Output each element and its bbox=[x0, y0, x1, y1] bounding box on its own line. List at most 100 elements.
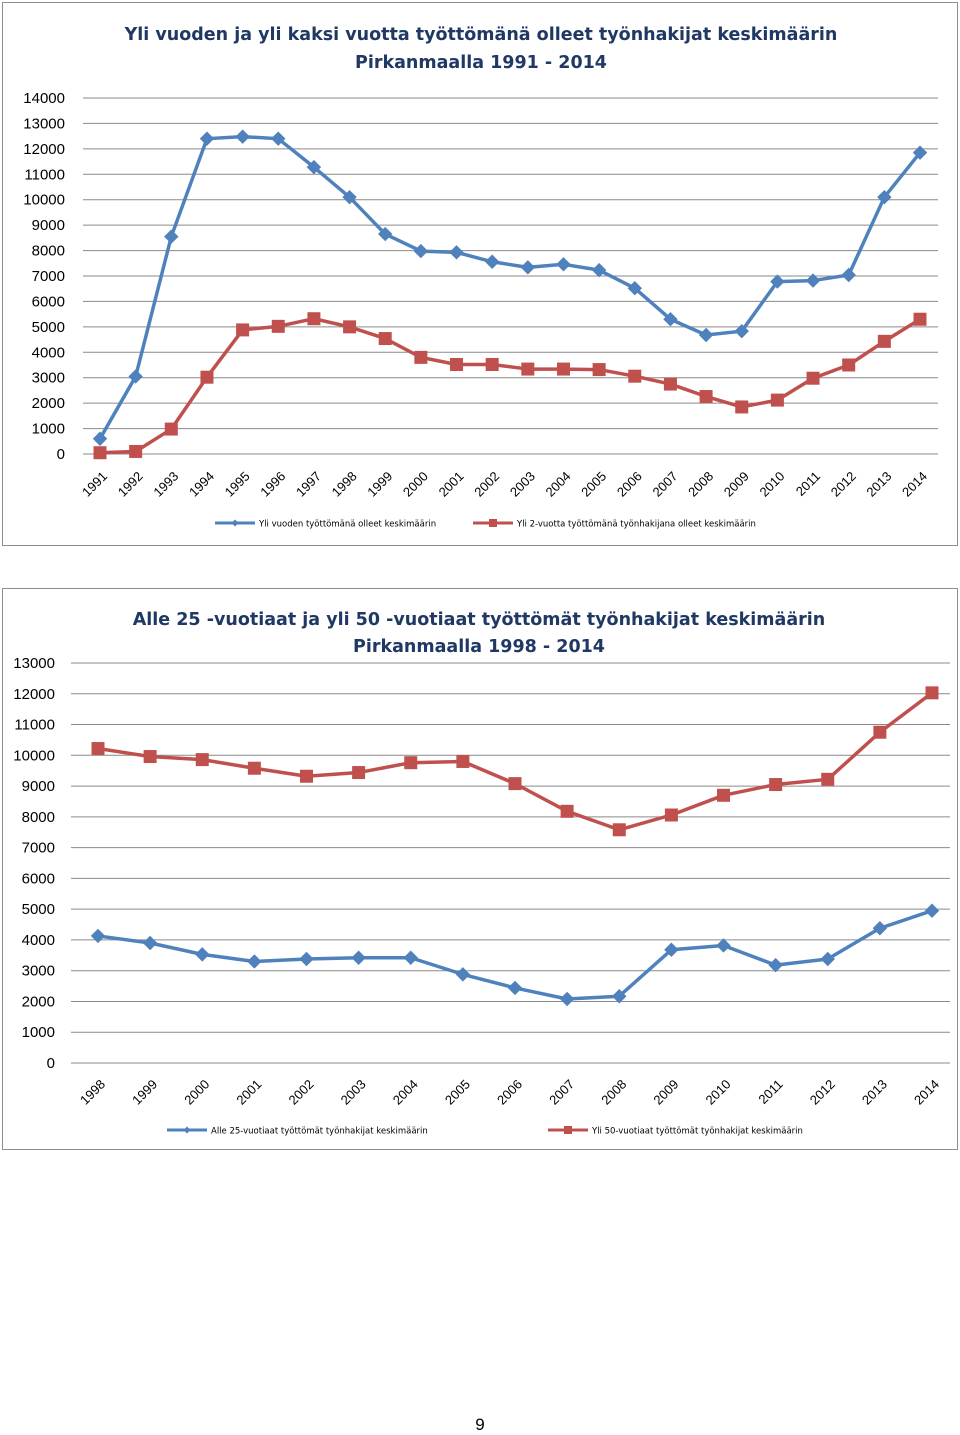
y-tick-label: 11000 bbox=[14, 717, 55, 734]
x-tick-label: 2009 bbox=[721, 469, 752, 500]
y-tick-label: 9000 bbox=[22, 778, 55, 795]
x-tick-label: 2001 bbox=[436, 469, 467, 500]
data-point-marker bbox=[805, 273, 821, 288]
data-point-marker bbox=[872, 921, 888, 936]
data-point-marker bbox=[484, 254, 500, 269]
y-tick-label: 12000 bbox=[23, 141, 65, 158]
data-point-marker bbox=[306, 159, 322, 175]
data-point-marker bbox=[143, 750, 157, 764]
x-tick-label: 1999 bbox=[129, 1077, 160, 1108]
data-point-marker bbox=[404, 756, 418, 770]
x-tick-label: 1994 bbox=[186, 469, 217, 500]
chart-long-term-unemployed: Yli vuoden ja yli kaksi vuotta työttömän… bbox=[2, 2, 958, 546]
data-point-marker bbox=[449, 245, 464, 260]
data-point-marker bbox=[664, 942, 679, 957]
data-point-marker bbox=[873, 725, 887, 739]
series-line-1 bbox=[98, 134, 922, 440]
data-point-marker bbox=[128, 369, 143, 384]
y-tick-label: 8000 bbox=[22, 809, 55, 826]
data-point-marker bbox=[378, 332, 392, 346]
data-point-marker bbox=[877, 334, 891, 348]
data-point-marker bbox=[92, 431, 108, 446]
y-tick-label: 13000 bbox=[13, 655, 55, 672]
x-tick-label: 2009 bbox=[650, 1077, 681, 1108]
x-tick-label: 1999 bbox=[364, 469, 395, 500]
data-point-marker bbox=[142, 935, 158, 951]
data-point-marker bbox=[559, 991, 575, 1007]
data-point-marker bbox=[199, 131, 215, 146]
data-point-marker bbox=[93, 446, 107, 460]
data-point-marker bbox=[485, 357, 499, 371]
data-point-marker bbox=[307, 312, 321, 326]
data-point-marker bbox=[663, 377, 677, 391]
data-point-marker bbox=[507, 980, 523, 996]
legend-label: Yli vuoden työttömänä olleet keskimäärin bbox=[258, 520, 436, 530]
x-tick-label: 2013 bbox=[859, 1077, 890, 1108]
x-tick-label: 2008 bbox=[685, 469, 716, 500]
data-point-marker bbox=[352, 766, 366, 780]
y-tick-label: 12000 bbox=[13, 686, 55, 703]
y-tick-label: 1000 bbox=[32, 421, 65, 438]
data-point-marker bbox=[300, 769, 313, 783]
data-point-marker bbox=[769, 778, 783, 792]
x-tick-label: 2014 bbox=[899, 469, 930, 500]
x-tick-label: 1998 bbox=[77, 1077, 108, 1108]
x-tick-label: 2006 bbox=[614, 469, 645, 500]
x-tick-label: 2002 bbox=[471, 469, 502, 500]
y-tick-label: 5000 bbox=[32, 319, 65, 336]
data-point-marker bbox=[734, 323, 749, 339]
x-tick-label: 2003 bbox=[507, 469, 538, 500]
y-tick-label: 14000 bbox=[23, 90, 65, 107]
y-tick-label: 3000 bbox=[22, 963, 55, 980]
data-point-marker bbox=[521, 362, 535, 376]
data-point-marker bbox=[912, 145, 928, 160]
data-point-marker bbox=[195, 753, 209, 767]
x-tick-label: 2011 bbox=[793, 469, 823, 499]
data-point-marker bbox=[768, 957, 783, 973]
data-point-marker bbox=[91, 742, 105, 756]
data-point-marker bbox=[450, 357, 464, 371]
data-point-marker bbox=[842, 358, 856, 372]
data-point-marker bbox=[735, 400, 749, 414]
x-tick-label: 1995 bbox=[222, 469, 253, 500]
x-tick-label: 2004 bbox=[390, 1077, 421, 1108]
data-point-marker bbox=[414, 350, 428, 364]
chart-svg: Alle 25 -vuotiaat ja yli 50 -vuotiaat ty… bbox=[13, 610, 950, 1137]
legend-label: Alle 25-vuotiaat työttömät työnhakijat k… bbox=[211, 1127, 428, 1137]
x-tick-label: 2007 bbox=[649, 469, 680, 500]
chart-title: Pirkanmaalla 1998 - 2014 bbox=[353, 637, 605, 657]
data-point-marker bbox=[841, 267, 856, 283]
x-tick-label: 2012 bbox=[828, 469, 859, 500]
y-tick-label: 4000 bbox=[22, 932, 55, 949]
data-point-marker bbox=[164, 229, 179, 244]
data-point-marker bbox=[877, 189, 892, 205]
legend-marker bbox=[231, 519, 239, 527]
data-point-marker bbox=[770, 393, 784, 407]
data-point-marker bbox=[271, 319, 285, 333]
data-point-marker bbox=[821, 772, 835, 786]
series-line-2 bbox=[97, 691, 934, 832]
data-point-marker bbox=[770, 274, 785, 289]
legend-label: Yli 50-vuotiaat työttömät työnhakijat ke… bbox=[591, 1127, 803, 1137]
chart-svg: Yli vuoden ja yli kaksi vuotta työttömän… bbox=[23, 25, 938, 530]
x-tick-label: 2006 bbox=[494, 1077, 525, 1108]
data-point-marker bbox=[235, 129, 250, 144]
data-point-marker bbox=[716, 938, 731, 953]
y-tick-label: 9000 bbox=[32, 217, 65, 234]
data-point-marker bbox=[560, 804, 574, 818]
y-tick-label: 7000 bbox=[32, 268, 65, 285]
y-tick-label: 10000 bbox=[23, 192, 65, 209]
y-tick-label: 6000 bbox=[32, 293, 65, 310]
data-point-marker bbox=[342, 189, 357, 205]
x-tick-label: 1997 bbox=[293, 469, 324, 500]
x-tick-label: 2014 bbox=[911, 1077, 942, 1108]
y-tick-label: 2000 bbox=[32, 395, 65, 412]
data-point-marker bbox=[403, 950, 418, 965]
y-tick-label: 1000 bbox=[22, 1024, 55, 1041]
data-point-marker bbox=[556, 257, 571, 272]
data-point-marker bbox=[717, 788, 730, 802]
data-point-marker bbox=[699, 390, 713, 404]
chart-age-groups-unemployed: Alle 25 -vuotiaat ja yli 50 -vuotiaat ty… bbox=[2, 588, 958, 1150]
legend-marker bbox=[489, 519, 497, 527]
data-point-marker bbox=[664, 808, 678, 822]
